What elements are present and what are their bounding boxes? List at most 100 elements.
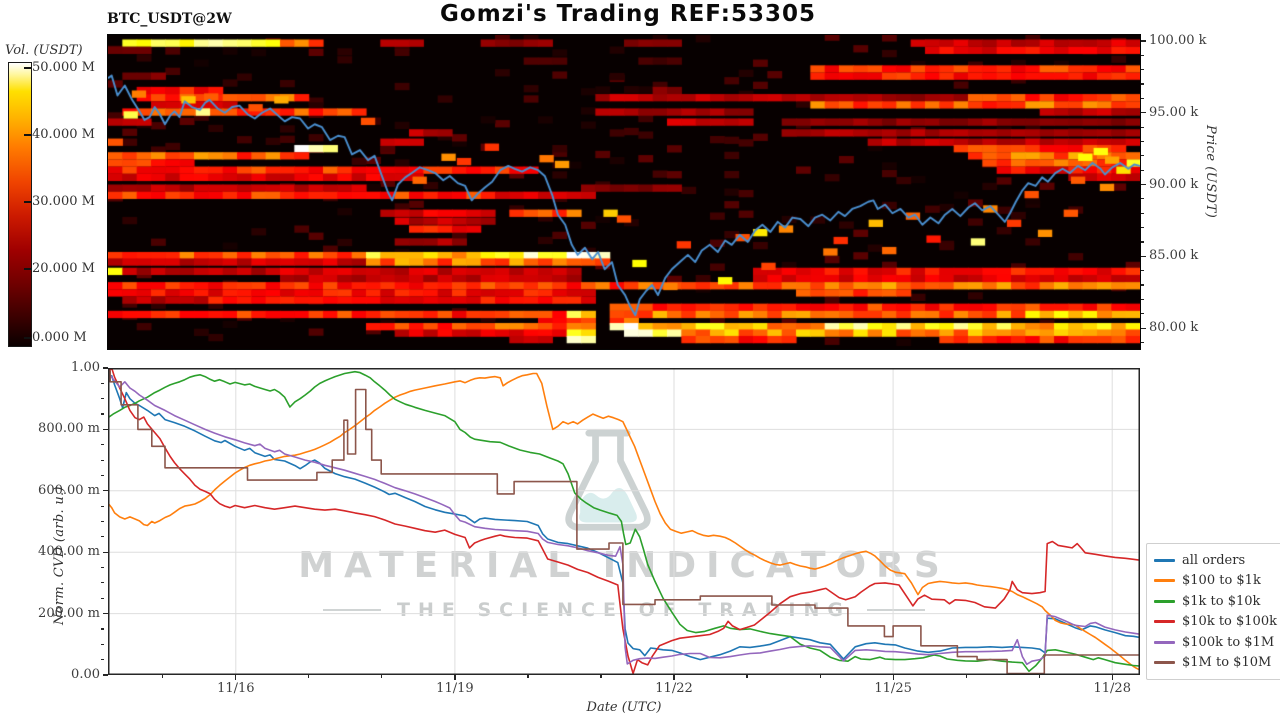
- cvd-y-tick-mark: [101, 643, 104, 645]
- cvd-y-tick-mark: [103, 674, 108, 676]
- price-tick-mark: [1141, 169, 1144, 171]
- legend-swatch: [1154, 620, 1175, 624]
- price-tick-mark: [1141, 241, 1144, 243]
- cvd-y-tick-mark: [101, 566, 104, 569]
- cvd-x-tick-mark: [308, 675, 310, 678]
- cvd-y-tick-label: 800.00 m: [38, 421, 100, 437]
- price-axis-title: Price (USDT): [1203, 125, 1218, 219]
- price-tick-label: 85.00 k: [1149, 248, 1199, 264]
- cvd-y-tick-mark: [101, 628, 104, 630]
- cvd-x-tick-mark: [162, 675, 164, 678]
- legend-swatch: [1154, 640, 1175, 644]
- legend-swatch: [1154, 661, 1175, 665]
- cvd-y-tick-mark: [101, 382, 104, 384]
- legend-swatch: [1154, 558, 1175, 562]
- colorbar-gradient: [8, 62, 32, 347]
- liquidity-heatmap: [107, 34, 1141, 350]
- price-tick-mark: [1141, 155, 1144, 157]
- legend-entry: $100k to $1M: [1154, 632, 1274, 653]
- cvd-x-tick-mark: [673, 675, 675, 680]
- cvd-chart: [108, 368, 1140, 675]
- price-tick-mark: [1141, 198, 1144, 200]
- cvd-y-tick-mark: [101, 520, 104, 523]
- cvd-x-tick-label: 11/16: [217, 681, 255, 696]
- cvd-y-tick-mark: [101, 582, 104, 584]
- price-tick-mark: [1141, 140, 1144, 143]
- series--1k-to-10k: [108, 370, 1140, 673]
- cvd-y-tick-mark: [103, 551, 108, 553]
- colorbar-tick-mark: [24, 67, 31, 70]
- cvd-y-axis-title: Norm. CVD (arb. u.): [52, 486, 67, 625]
- colorbar-tick-label: 50.000 M: [32, 60, 95, 76]
- cvd-y-tick-mark: [101, 659, 104, 661]
- price-tick-label: 80.00 k: [1149, 320, 1199, 336]
- legend-entry: $1k to $10k: [1154, 591, 1274, 612]
- colorbar-tick-mark: [24, 336, 31, 339]
- series-all-orders: [108, 374, 1140, 661]
- cvd-x-tick-mark: [527, 675, 529, 678]
- legend-label: $1M to $10M: [1182, 655, 1272, 671]
- legend-label: $1k to $10k: [1182, 593, 1261, 609]
- price-tick-label: 100.00 k: [1149, 33, 1207, 48]
- cvd-y-tick-mark: [103, 613, 108, 615]
- colorbar-tick-mark: [24, 134, 31, 137]
- price-tick-mark: [1141, 83, 1144, 85]
- cvd-y-tick-mark: [103, 490, 108, 492]
- legend: all orders $100 to $1k $1k to $10k $10k to …: [1146, 543, 1280, 680]
- cvd-x-tick-mark: [1038, 675, 1040, 678]
- price-tick-mark: [1141, 313, 1144, 315]
- cvd-y-tick-label: 200.00 m: [38, 605, 100, 621]
- price-tick-mark: [1141, 255, 1146, 257]
- plot-frame: [108, 368, 1140, 675]
- legend-entry: $1M to $10M: [1154, 653, 1274, 674]
- price-tick-mark: [1141, 97, 1144, 99]
- price-tick-mark: [1141, 126, 1144, 128]
- price-tick-mark: [1141, 227, 1144, 229]
- cvd-x-tick-mark: [746, 675, 748, 678]
- series--10k-to-100k: [108, 368, 1140, 675]
- price-tick-mark: [1141, 284, 1144, 286]
- series--100-to-1k: [108, 372, 1140, 671]
- cvd-y-tick-label: 0.00: [71, 667, 100, 682]
- cvd-x-tick-label: 11/25: [874, 681, 912, 696]
- price-tick-mark: [1141, 327, 1146, 329]
- cvd-x-tick-mark: [819, 675, 821, 678]
- cvd-y-tick-label: 400.00 m: [38, 544, 100, 560]
- cvd-x-tick-label: 11/28: [1093, 681, 1131, 696]
- legend-swatch: [1154, 599, 1175, 603]
- cvd-y-tick-mark: [103, 428, 108, 430]
- price-tick-mark: [1141, 40, 1146, 42]
- price-tick-mark: [1141, 69, 1144, 71]
- cvd-x-tick-mark: [381, 675, 383, 678]
- cvd-y-tick-mark: [101, 597, 104, 599]
- series--1m-to-10m: [108, 370, 1140, 675]
- cvd-y-tick-mark: [101, 505, 104, 507]
- legend-label: $10k to $100k: [1182, 614, 1277, 630]
- price-tick-mark: [1141, 183, 1146, 186]
- price-tick-mark: [1141, 298, 1144, 300]
- page-title: Gomzi's Trading REF:53305: [440, 1, 816, 27]
- legend-label: $100k to $1M: [1182, 634, 1275, 650]
- colorbar-tick-label: 30.000 M: [32, 194, 95, 210]
- legend-swatch: [1154, 579, 1175, 583]
- cvd-y-tick-label: 1.00: [71, 360, 100, 375]
- price-tick-label: 95.00 k: [1149, 104, 1199, 120]
- colorbar-tick-mark: [24, 268, 31, 271]
- cvd-x-tick-label: 11/22: [655, 681, 693, 696]
- cvd-y-tick-mark: [101, 444, 104, 446]
- cvd-y-tick-mark: [103, 367, 108, 369]
- price-tick-mark: [1141, 112, 1146, 114]
- cvd-x-tick-mark: [454, 675, 456, 680]
- cvd-x-tick-mark: [235, 675, 237, 680]
- colorbar-tick-label: 20.000 M: [32, 261, 95, 277]
- cvd-y-tick-mark: [101, 474, 104, 477]
- cvd-x-axis-title: Date (UTC): [586, 700, 662, 715]
- price-tick-mark: [1141, 212, 1144, 214]
- series--100k-to-1m: [108, 372, 1140, 666]
- cvd-x-tick-label: 11/19: [436, 681, 474, 696]
- cvd-x-tick-mark: [965, 675, 967, 678]
- legend-label: all orders: [1182, 552, 1246, 568]
- price-tick-mark: [1141, 270, 1144, 272]
- colorbar-tick-mark: [24, 201, 31, 204]
- cvd-y-tick-mark: [101, 413, 104, 415]
